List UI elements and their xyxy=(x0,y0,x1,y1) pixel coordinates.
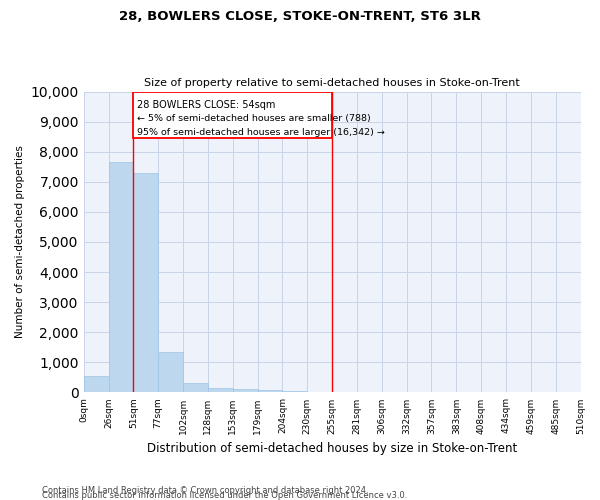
Bar xyxy=(257,390,283,392)
Bar xyxy=(83,376,109,392)
Text: 28 BOWLERS CLOSE: 54sqm: 28 BOWLERS CLOSE: 54sqm xyxy=(137,100,275,110)
Bar xyxy=(233,389,257,392)
Bar xyxy=(208,388,233,392)
Bar xyxy=(183,383,208,392)
X-axis label: Distribution of semi-detached houses by size in Stoke-on-Trent: Distribution of semi-detached houses by … xyxy=(147,442,517,455)
Bar xyxy=(283,391,307,392)
Bar xyxy=(133,174,158,392)
Bar xyxy=(109,162,133,392)
Text: 28, BOWLERS CLOSE, STOKE-ON-TRENT, ST6 3LR: 28, BOWLERS CLOSE, STOKE-ON-TRENT, ST6 3… xyxy=(119,10,481,23)
FancyBboxPatch shape xyxy=(133,92,332,138)
Bar xyxy=(158,352,183,393)
Text: Contains HM Land Registry data © Crown copyright and database right 2024.: Contains HM Land Registry data © Crown c… xyxy=(42,486,368,495)
Y-axis label: Number of semi-detached properties: Number of semi-detached properties xyxy=(15,146,25,338)
Text: Contains public sector information licensed under the Open Government Licence v3: Contains public sector information licen… xyxy=(42,490,407,500)
Text: 95% of semi-detached houses are larger (16,342) →: 95% of semi-detached houses are larger (… xyxy=(137,128,385,136)
Text: ← 5% of semi-detached houses are smaller (788): ← 5% of semi-detached houses are smaller… xyxy=(137,114,371,124)
Title: Size of property relative to semi-detached houses in Stoke-on-Trent: Size of property relative to semi-detach… xyxy=(144,78,520,88)
